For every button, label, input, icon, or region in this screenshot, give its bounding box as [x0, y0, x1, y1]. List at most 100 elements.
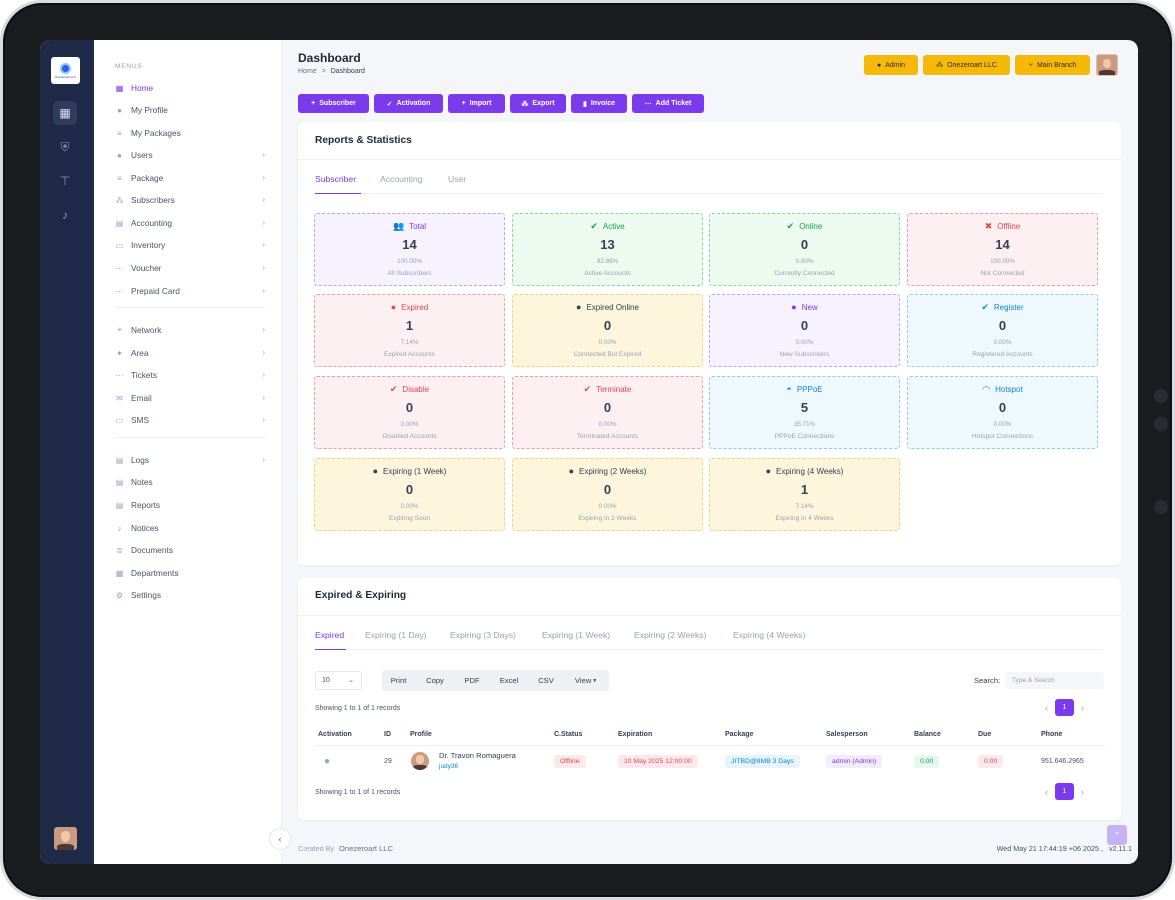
user-clock-icon[interactable]: ●: [324, 756, 331, 767]
tab-expiring-3-days[interactable]: Expiring (3 Days): [450, 630, 516, 640]
stat-card-expiring-4-weeks[interactable]: ● Expiring (4 Weeks) 1 7.14% Expiring in 4 W…: [709, 458, 900, 531]
column-header-profile[interactable]: Profile: [410, 731, 432, 738]
stat-value: 0: [603, 318, 612, 333]
column-header-due[interactable]: Due: [978, 731, 992, 738]
stat-card-disable[interactable]: ✔ Disable 0 0.00% Disabled Accounts: [314, 376, 505, 449]
sidebar-item-reports[interactable]: ▤ Reports: [115, 497, 265, 513]
activation-button[interactable]: ✓ Activation: [374, 94, 443, 113]
stat-card-terminate[interactable]: ✔ Terminate 0 0.00% Terminated Accounts: [512, 376, 703, 449]
page-length-select[interactable]: 10 ⌄: [315, 671, 362, 690]
sidebar-item-voucher[interactable]: ⋯ Voucher ›: [115, 260, 266, 276]
sidebar-item-my-packages[interactable]: ≡ My Packages: [115, 125, 265, 141]
main-branch-button[interactable]: ⑂ Main Branch: [1015, 55, 1090, 75]
pdf-button[interactable]: PDF: [464, 676, 480, 685]
ticket-icon: ⋯: [644, 100, 652, 108]
scroll-top-button[interactable]: ⌃: [1107, 825, 1127, 845]
sidebar-item-accounting[interactable]: ▤ Accounting ›: [115, 215, 265, 231]
sidebar-item-users[interactable]: ● Users ›: [115, 147, 265, 163]
sidebar-item-tickets[interactable]: ⋯ Tickets ›: [115, 367, 266, 383]
subscriber-name[interactable]: Dr. Travon Romaguera: [439, 751, 516, 760]
sidebar-item-email[interactable]: ✉ Email ›: [115, 390, 265, 406]
company-logo[interactable]: Onezeroart LLC: [51, 57, 80, 84]
dashboard-icon[interactable]: ▦: [53, 101, 77, 125]
prev-page-icon[interactable]: ‹: [1045, 786, 1048, 797]
subscriber-button[interactable]: + Subscriber: [298, 94, 369, 113]
stat-card-online[interactable]: ✔ Online 0 0.00% Currently Connected: [709, 213, 900, 286]
shield-icon[interactable]: ⛨: [60, 139, 70, 154]
side-button: [1154, 417, 1168, 431]
collapse-sidebar-button[interactable]: ‹: [269, 828, 291, 850]
print-button[interactable]: Print: [390, 676, 407, 685]
prev-page-icon[interactable]: ‹: [1045, 702, 1048, 713]
invoice-button[interactable]: ▮ Invoice: [571, 94, 627, 113]
onezeroart-llc-button[interactable]: ⁂ Onezeroart LLC: [923, 55, 1010, 75]
stat-card-hotspot[interactable]: ◠ Hotspot 0 0.00% Hotspot Connections: [907, 376, 1098, 449]
stat-card-active[interactable]: ✔ Active 13 92.86% Active Accounts: [512, 213, 703, 286]
search-input[interactable]: Type & Search: [1006, 672, 1104, 689]
stat-card-pppoe[interactable]: ◓ PPPoE 5 35.71% PPPoE Connections: [709, 376, 900, 449]
tab-expired[interactable]: Expired: [315, 630, 345, 640]
stat-card-offline[interactable]: ✖ Offline 14 100.00% Not Connected: [907, 213, 1098, 286]
tab-expiring-2-weeks[interactable]: Expiring (2 Weeks): [634, 630, 707, 640]
column-header-expiration[interactable]: Expiration: [618, 731, 653, 738]
sidebar-item-notes[interactable]: ▤ Notes: [115, 474, 265, 490]
sidebar-item-settings[interactable]: ⚙ Settings: [115, 587, 265, 603]
sidebar-item-subscribers[interactable]: ⁂ Subscribers ›: [115, 192, 266, 208]
footer-org-link[interactable]: Onezeroart LLC: [338, 844, 393, 853]
export-button[interactable]: ⁂ Export: [510, 94, 566, 113]
column-header-activation[interactable]: Activation: [318, 731, 352, 738]
tab-expiring-1-week[interactable]: Expiring (1 Week): [542, 630, 611, 640]
column-header-phone[interactable]: Phone: [1041, 731, 1063, 738]
next-page-icon[interactable]: ›: [1081, 702, 1084, 713]
copy-button[interactable]: Copy: [426, 676, 444, 685]
excel-button[interactable]: Excel: [499, 676, 519, 685]
tab-expiring-4-weeks[interactable]: Expiring (4 Weeks): [733, 630, 806, 640]
sidebar-item-package[interactable]: ≡ Package ›: [115, 170, 265, 186]
tab-subscriber[interactable]: Subscriber: [315, 174, 357, 184]
sidebar-item-departments[interactable]: ▦ Departments: [115, 565, 265, 581]
sidebar-item-sms[interactable]: ▭ SMS ›: [115, 412, 265, 428]
sidebar-item-area[interactable]: ✦ Area ›: [115, 345, 265, 361]
chevron-right-icon: ›: [262, 415, 265, 424]
bell-icon[interactable]: ♪: [62, 208, 68, 222]
sidebar-item-network[interactable]: ⌖ Network ›: [115, 322, 265, 338]
status-badge: Offline: [554, 755, 586, 768]
stat-card-expiring-1-week[interactable]: ● Expiring (1 Week) 0 0.00% Expiring Soon: [314, 458, 505, 531]
stat-card-total[interactable]: 👥 Total 14 100.00% All Subscribers: [314, 213, 505, 286]
page-button[interactable]: 1: [1055, 783, 1074, 800]
column-header-c-status[interactable]: C.Status: [554, 731, 583, 738]
stat-card-new[interactable]: ● New 0 0.00% New Subscribers: [709, 294, 900, 367]
column-header-id[interactable]: ID: [384, 731, 391, 738]
import-button[interactable]: + Import: [448, 94, 505, 113]
tab-user[interactable]: User: [448, 174, 467, 184]
view-button[interactable]: View ▼: [574, 676, 598, 685]
stat-value: 5: [800, 400, 809, 415]
tab-expiring-1-day[interactable]: Expiring (1 Day): [365, 630, 427, 640]
stat-card-expired[interactable]: ● Expired 1 7.14% Expired Accounts: [314, 294, 505, 367]
stat-card-expiring-2-weeks[interactable]: ● Expiring (2 Weeks) 0 0.00% Expiring in 2 W…: [512, 458, 703, 531]
admin-button[interactable]: ● Admin: [864, 55, 918, 75]
column-header-package[interactable]: Package: [725, 731, 754, 738]
sidebar-item-prepaid-card[interactable]: ⋯ Prepaid Card ›: [115, 283, 266, 299]
network-tree-icon[interactable]: ⊤: [59, 174, 71, 188]
add-ticket-button[interactable]: ⋯ Add Ticket: [632, 94, 704, 113]
stat-card-expired-online[interactable]: ● Expired Online 0 0.00% Connected But Expir…: [512, 294, 703, 367]
sidebar-item-documents[interactable]: ≣ Documents: [115, 542, 265, 558]
stat-card-register[interactable]: ✔ Register 0 0.00% Registered Accounts: [907, 294, 1098, 367]
tab-accounting[interactable]: Accounting: [380, 174, 423, 184]
sidebar-item-notices[interactable]: ♪ Notices: [115, 520, 265, 536]
subscriber-username[interactable]: judy36: [439, 763, 459, 770]
breadcrumb-home[interactable]: Home: [298, 68, 317, 75]
column-header-salesperson[interactable]: Salesperson: [826, 731, 868, 738]
sidebar-item-logs[interactable]: ▤ Logs ›: [115, 452, 265, 468]
column-header-balance[interactable]: Balance: [914, 731, 941, 738]
sidebar-item-home[interactable]: ▦ Home: [115, 80, 265, 96]
profile-avatar[interactable]: [1096, 54, 1118, 76]
sidebar-item-my-profile[interactable]: ● My Profile: [115, 102, 265, 118]
next-page-icon[interactable]: ›: [1081, 786, 1084, 797]
sidebar-item-inventory[interactable]: ▭ Inventory ›: [115, 237, 265, 253]
package-badge: JITBD@8MB 3 Days: [725, 755, 800, 768]
user-avatar[interactable]: [54, 827, 77, 850]
page-button[interactable]: 1: [1055, 699, 1074, 716]
csv-button[interactable]: CSV: [538, 676, 554, 685]
